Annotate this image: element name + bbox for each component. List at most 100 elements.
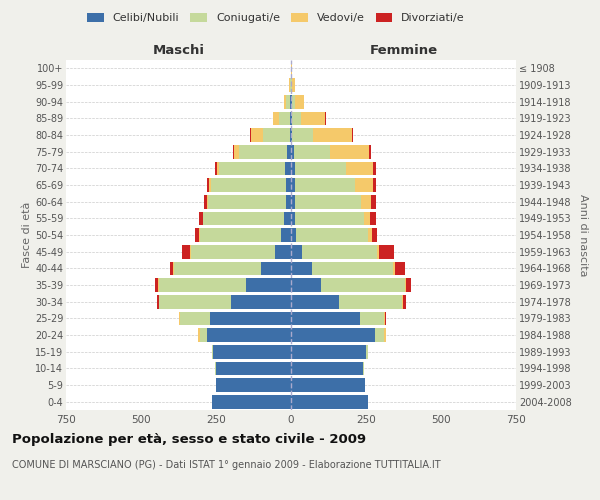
- Bar: [261, 262, 291, 275]
- Bar: [369, 145, 371, 158]
- Bar: [286, 95, 290, 108]
- Bar: [312, 262, 393, 275]
- Bar: [216, 362, 291, 375]
- Bar: [215, 162, 217, 175]
- Bar: [291, 362, 363, 375]
- Bar: [209, 178, 211, 192]
- Bar: [393, 262, 395, 275]
- Bar: [180, 312, 210, 325]
- Bar: [291, 278, 321, 292]
- Bar: [196, 228, 199, 242]
- Bar: [284, 95, 286, 108]
- Bar: [199, 228, 281, 242]
- Bar: [207, 195, 208, 208]
- Bar: [292, 112, 301, 125]
- Bar: [211, 178, 286, 192]
- Bar: [352, 128, 353, 142]
- Bar: [291, 245, 302, 258]
- Bar: [403, 295, 406, 308]
- Bar: [291, 328, 375, 342]
- Bar: [295, 195, 361, 208]
- Y-axis label: Anni di nascita: Anni di nascita: [578, 194, 588, 276]
- Bar: [290, 78, 291, 92]
- Text: Popolazione per età, sesso e stato civile - 2009: Popolazione per età, sesso e stato civil…: [12, 432, 366, 446]
- Bar: [182, 245, 190, 258]
- Bar: [234, 145, 239, 158]
- Bar: [292, 128, 313, 142]
- Bar: [158, 278, 159, 292]
- Bar: [170, 262, 173, 275]
- Bar: [366, 345, 367, 358]
- Bar: [301, 112, 325, 125]
- Bar: [155, 278, 158, 292]
- Bar: [191, 245, 275, 258]
- Bar: [346, 162, 373, 175]
- Bar: [199, 328, 207, 342]
- Bar: [198, 328, 199, 342]
- Bar: [402, 295, 403, 308]
- Bar: [291, 228, 296, 242]
- Bar: [289, 78, 290, 92]
- Bar: [296, 228, 368, 242]
- Bar: [190, 245, 191, 258]
- Bar: [291, 395, 367, 408]
- Bar: [219, 162, 285, 175]
- Bar: [233, 145, 234, 158]
- Bar: [284, 212, 291, 225]
- Bar: [216, 378, 291, 392]
- Bar: [291, 95, 292, 108]
- Bar: [287, 145, 291, 158]
- Bar: [208, 195, 286, 208]
- Bar: [339, 295, 402, 308]
- Legend: Celibi/Nubili, Coniugati/e, Vedovi/e, Divorziati/e: Celibi/Nubili, Coniugati/e, Vedovi/e, Di…: [83, 8, 469, 28]
- Bar: [291, 128, 292, 142]
- Text: COMUNE DI MARSCIANO (PG) - Dati ISTAT 1° gennaio 2009 - Elaborazione TUTTITALIA.: COMUNE DI MARSCIANO (PG) - Dati ISTAT 1°…: [12, 460, 440, 469]
- Bar: [384, 312, 385, 325]
- Bar: [250, 128, 251, 142]
- Bar: [207, 328, 291, 342]
- Bar: [295, 178, 355, 192]
- Bar: [199, 212, 203, 225]
- Bar: [364, 212, 370, 225]
- Bar: [203, 212, 284, 225]
- Bar: [295, 212, 364, 225]
- Bar: [373, 162, 376, 175]
- Bar: [355, 178, 373, 192]
- Bar: [291, 178, 295, 192]
- Bar: [370, 212, 376, 225]
- Bar: [212, 345, 213, 358]
- Bar: [291, 195, 295, 208]
- Bar: [361, 195, 371, 208]
- Bar: [246, 278, 291, 292]
- Bar: [212, 395, 291, 408]
- Bar: [275, 245, 291, 258]
- Bar: [291, 112, 292, 125]
- Bar: [159, 278, 246, 292]
- Bar: [330, 145, 369, 158]
- Bar: [280, 112, 290, 125]
- Bar: [231, 295, 291, 308]
- Bar: [405, 278, 406, 292]
- Bar: [291, 212, 295, 225]
- Bar: [286, 195, 291, 208]
- Bar: [373, 178, 376, 192]
- Bar: [210, 312, 291, 325]
- Bar: [286, 178, 291, 192]
- Bar: [291, 162, 295, 175]
- Bar: [281, 228, 291, 242]
- Bar: [363, 362, 364, 375]
- Bar: [174, 262, 261, 275]
- Bar: [215, 362, 216, 375]
- Bar: [263, 128, 290, 142]
- Bar: [395, 262, 405, 275]
- Bar: [217, 162, 219, 175]
- Bar: [321, 278, 405, 292]
- Text: Femmine: Femmine: [370, 44, 437, 57]
- Bar: [295, 95, 304, 108]
- Bar: [290, 95, 291, 108]
- Bar: [290, 128, 291, 142]
- Bar: [313, 128, 352, 142]
- Bar: [385, 312, 386, 325]
- Bar: [291, 312, 360, 325]
- Y-axis label: Fasce di età: Fasce di età: [22, 202, 32, 268]
